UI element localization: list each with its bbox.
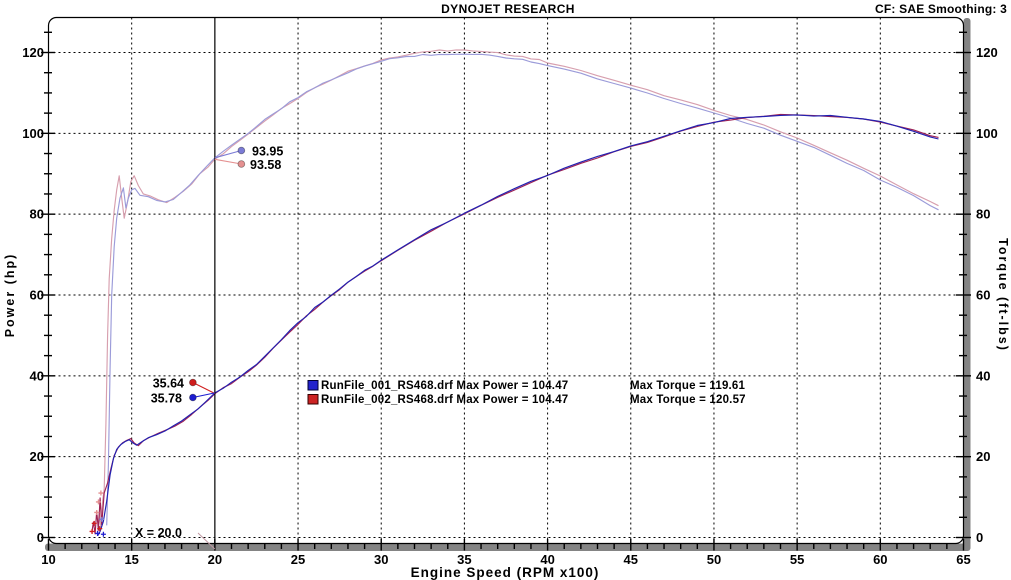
- y-right-tick-label-60: 60: [976, 288, 990, 303]
- y-right-tick-label-100: 100: [976, 126, 998, 141]
- axis-tick-labels: 0 20 40 60 80 100 120 0 20 40 60 80 100 120 10 15 20 25 30…: [22, 45, 997, 567]
- cursor-dot-power_run2: [189, 378, 197, 387]
- x-tick-label-20: 20: [208, 552, 222, 567]
- noise-plus-marker-2: [94, 509, 100, 515]
- frame-shadow-bottom: [45, 543, 971, 551]
- noise-plus-marker-4: [95, 499, 101, 505]
- y-right-axis-title: Torque (ft-lbs): [996, 238, 1010, 352]
- legend-swatch-run1: [307, 380, 319, 391]
- y-right-tick-label-20: 20: [976, 449, 990, 464]
- noise-plus-marker-7: [99, 516, 105, 522]
- y-right-tick-label-40: 40: [976, 368, 990, 383]
- y-left-tick-label-100: 100: [22, 126, 44, 141]
- noise-plus-marker-0: [89, 528, 95, 534]
- cursor-x-label-leader: [197, 532, 216, 550]
- y-left-tick-label-120: 120: [22, 45, 44, 60]
- correction-factor-label: CF: SAE Smoothing: 3: [875, 2, 1007, 16]
- x-axis-title: Engine Speed (RPM x100): [411, 565, 600, 580]
- noise-plus-marker-1: [91, 520, 97, 526]
- cursor-value-torque-run1: 93.95: [252, 145, 283, 159]
- y-left-tick-label-80: 80: [30, 207, 44, 222]
- curve-power_run1: [97, 114, 939, 537]
- legend-swatch-run2: [307, 394, 319, 405]
- page-title: DYNOJET RESEARCH: [441, 2, 575, 16]
- curve-torque_run1: [106, 53, 939, 526]
- y-left-tick-label-20: 20: [30, 449, 44, 464]
- legend-run2-power-label: RunFile_002_RS468.drf Max Power = 104.47: [321, 394, 568, 406]
- x-tick-label-35: 35: [457, 552, 471, 567]
- x-tick-label-65: 65: [956, 552, 970, 567]
- legend-run1-torque-label: Max Torque = 119.61: [630, 380, 746, 392]
- cursor-value-power-run2: 35.64: [153, 377, 184, 391]
- axis-ticks: [41, 31, 971, 551]
- cursor-dot-power_run1: [189, 393, 197, 402]
- y-left-axis-title: Power (hp): [3, 253, 17, 338]
- x-tick-label-50: 50: [707, 552, 721, 567]
- legend-run2-torque-label: Max Torque = 120.57: [630, 394, 746, 406]
- cursor-leader-power_run1: [192, 392, 215, 399]
- noise-plus-marker-3: [95, 530, 101, 536]
- run-curves: [91, 49, 939, 537]
- cursor-x-label: X = 20.0: [135, 526, 182, 540]
- cursor-layer[interactable]: [189, 17, 246, 550]
- frame-shadow: [45, 18, 971, 551]
- cursor-leader-torque_run2: [214, 158, 242, 165]
- cursor-leader-torque_run1: [214, 149, 242, 159]
- x-tick-label-10: 10: [41, 552, 55, 567]
- x-tick-label-30: 30: [374, 552, 388, 567]
- frame-shadow-right: [963, 18, 971, 550]
- x-tick-label-15: 15: [124, 552, 138, 567]
- y-left-tick-label-40: 40: [30, 368, 44, 383]
- noise-plus-marker-8: [100, 531, 106, 537]
- y-right-tick-label-120: 120: [976, 45, 998, 60]
- y-right-tick-label-80: 80: [976, 207, 990, 222]
- cursor-dot-torque_run1: [237, 146, 246, 155]
- x-tick-label-45: 45: [624, 552, 638, 567]
- x-tick-label-25: 25: [291, 552, 305, 567]
- legend: RunFile_001_RS468.drf Max Power = 104.47…: [307, 380, 746, 406]
- y-left-tick-label-0: 0: [37, 530, 44, 545]
- y-left-tick-label-60: 60: [30, 288, 44, 303]
- cursor-leader-power_run2: [192, 382, 216, 394]
- cursor-value-power-run1: 35.78: [151, 392, 182, 406]
- x-tick-label-60: 60: [873, 552, 887, 567]
- start-noise-markers: [89, 490, 106, 537]
- x-tick-label-40: 40: [540, 552, 554, 567]
- plot-frame: [47, 16, 965, 545]
- noise-plus-marker-5: [97, 526, 103, 532]
- legend-run1-power-label: RunFile_001_RS468.drf Max Power = 104.47: [321, 380, 568, 392]
- x-tick-label-55: 55: [790, 552, 804, 567]
- cursor-dot-torque_run2: [237, 160, 246, 168]
- y-right-tick-label-0: 0: [976, 530, 983, 545]
- cursor-value-torque-run2: 93.58: [250, 158, 281, 172]
- noise-plus-marker-6: [98, 490, 104, 496]
- plot-area[interactable]: [48, 17, 964, 544]
